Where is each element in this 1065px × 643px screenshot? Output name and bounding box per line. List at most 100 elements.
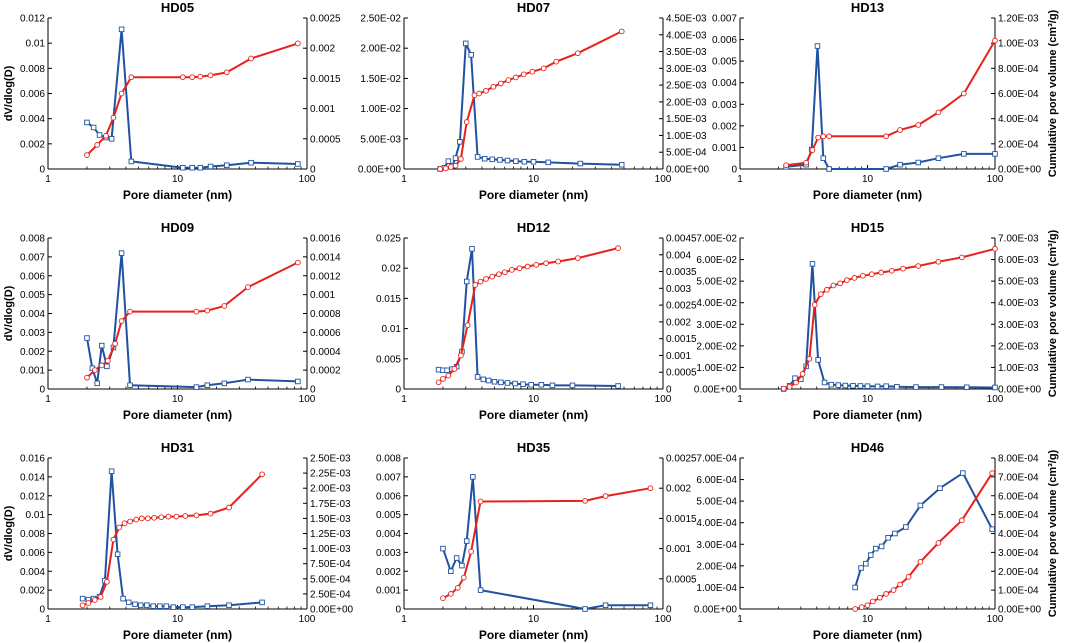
- y-axis-label: dV/dlog(D): [3, 65, 15, 121]
- y-tick-label: 0.002: [712, 121, 737, 132]
- dvdlogd-point: [961, 151, 967, 157]
- cumulative-point: [477, 278, 484, 285]
- cumulative-point: [97, 594, 104, 600]
- x-tick-label: 100: [655, 174, 672, 185]
- cumulative-point: [935, 258, 942, 265]
- y2-tick-label: 2.00E-03: [666, 97, 707, 108]
- y2-tick-label: 2.00E-03: [998, 341, 1039, 352]
- dvdlogd-point: [84, 119, 90, 126]
- y2-tick-label: 5.00E-03: [998, 277, 1039, 288]
- y-tick-label: 0.004: [376, 529, 401, 540]
- cumulative-point: [447, 164, 454, 170]
- panel-title: HD15: [851, 220, 884, 235]
- cumulative-point: [837, 280, 843, 287]
- cumulative-point: [989, 470, 996, 476]
- dvdlogd-series-line: [439, 42, 622, 170]
- y2-tick-label: 2.25E-03: [310, 469, 351, 480]
- x-tick-label: 1: [737, 174, 743, 185]
- cumulative-point: [905, 574, 912, 580]
- cumulative-point: [182, 513, 189, 519]
- dvdlogd-point: [913, 384, 919, 390]
- y2-tick-label: 3.50E-03: [666, 47, 707, 58]
- dvdlogd-point: [127, 382, 133, 388]
- y2-tick-label: 1.00E-03: [666, 131, 707, 142]
- dvdlogd-point: [463, 538, 470, 544]
- dvdlogd-point: [150, 603, 157, 609]
- x-tick-label: 10: [172, 174, 184, 185]
- dvdlogd-point: [485, 377, 492, 384]
- x-tick-label: 100: [987, 394, 1004, 405]
- dvdlogd-point: [992, 384, 998, 391]
- dvdlogd-point: [468, 52, 474, 58]
- dvdlogd-point: [867, 552, 874, 558]
- cumulative-point: [793, 379, 799, 386]
- dvdlogd-series-line: [82, 470, 263, 609]
- y2-tick-label: 0.0005: [666, 574, 697, 585]
- dvdlogd-point: [481, 155, 488, 162]
- cumulative-point: [245, 284, 251, 290]
- cumulative-series-line: [439, 30, 623, 170]
- panel-title: HD31: [161, 440, 194, 455]
- y2-tick-label: 0.0025: [666, 301, 697, 312]
- dvdlogd-point: [245, 376, 251, 383]
- cumulative-point: [105, 357, 111, 364]
- y2-tick-label: 0.0025: [666, 454, 697, 465]
- cumulative-point: [118, 90, 125, 97]
- x-tick-label: 10: [172, 394, 184, 405]
- dvdlogd-point: [545, 159, 552, 166]
- y-tick-label: 0.016: [20, 454, 45, 465]
- dvdlogd-point: [935, 155, 942, 161]
- dvdlogd-point: [189, 604, 196, 610]
- y2-tick-label: 7.00E-03: [998, 234, 1039, 245]
- y2-tick-label: 0.0045: [666, 234, 697, 245]
- y2-tick-label: 0.001: [666, 544, 691, 555]
- cumulative-point: [112, 340, 118, 347]
- dvdlogd-point: [821, 379, 828, 386]
- y-tick-label: 1.50E-02: [360, 74, 401, 85]
- y-axis-label: dV/dlog(D): [3, 505, 15, 561]
- y-tick-label: 0.001: [376, 586, 401, 597]
- dvdlogd-point: [98, 342, 105, 349]
- y2-tick-label: 0.0015: [310, 74, 341, 85]
- cumulative-point: [85, 600, 92, 606]
- cumulative-point: [490, 83, 497, 90]
- y2-tick-label: 7.50E-04: [310, 559, 351, 570]
- cumulative-point: [869, 598, 876, 605]
- cumulative-point: [204, 307, 211, 314]
- y2-tick-label: 6.00E-04: [998, 89, 1039, 100]
- y-tick-label: 0: [731, 165, 737, 176]
- cumulative-point: [197, 73, 204, 80]
- y2-tick-label: 4.50E-03: [666, 14, 707, 25]
- cumulative-point: [830, 282, 837, 289]
- cumulative-point: [897, 581, 903, 588]
- y-tick-label: 0.014: [20, 472, 45, 483]
- dvdlogd-point: [193, 384, 200, 390]
- y-tick-label: 0: [39, 385, 45, 396]
- y-tick-label: 0.008: [376, 454, 401, 465]
- dvdlogd-point: [180, 164, 186, 171]
- cumulative-point: [844, 277, 850, 283]
- y2-tick-label: 2.00E-04: [998, 567, 1039, 578]
- dvdlogd-point: [858, 565, 864, 571]
- dvdlogd-point: [440, 545, 446, 552]
- y2-tick-label: 1.00E-03: [998, 363, 1039, 374]
- y-tick-label: 0.002: [20, 139, 45, 150]
- dvdlogd-point: [125, 599, 132, 606]
- dvdlogd-point: [118, 250, 125, 256]
- cumulative-point: [826, 133, 832, 140]
- dvdlogd-series-line: [854, 472, 994, 588]
- cumulative-point: [442, 165, 449, 172]
- y-tick-label: 0.008: [20, 529, 45, 540]
- cumulative-point: [806, 355, 813, 362]
- cumulative-point: [498, 80, 504, 87]
- dvdlogd-point: [538, 382, 545, 388]
- y-tick-label: 4.00E-02: [696, 298, 737, 309]
- cumulative-point: [852, 606, 858, 612]
- y-tick-label: 0.00E+00: [358, 165, 402, 176]
- y-tick-label: 0.003: [376, 548, 401, 559]
- x-tick-label: 100: [299, 394, 316, 405]
- cumulative-point: [877, 594, 883, 601]
- x-tick-label: 1: [401, 174, 407, 185]
- dvdlogd-point: [842, 382, 849, 389]
